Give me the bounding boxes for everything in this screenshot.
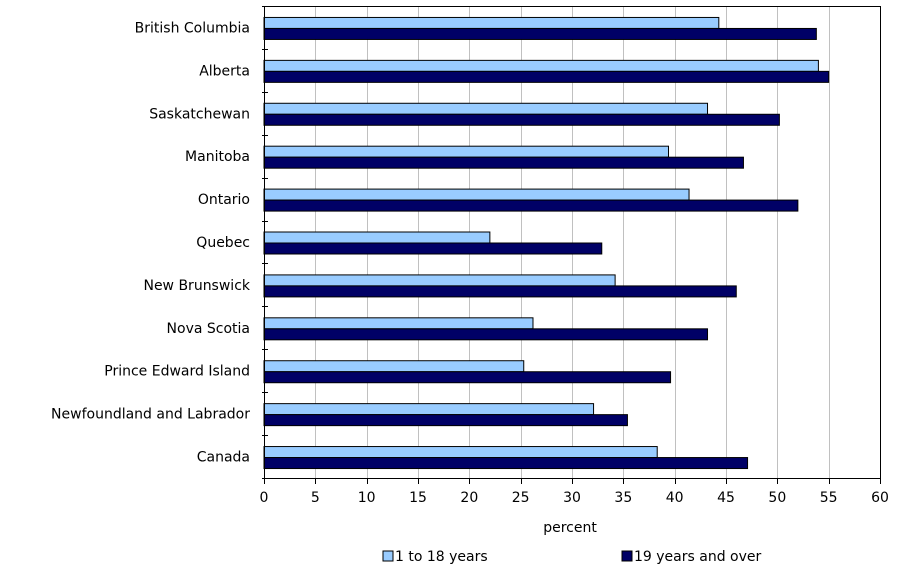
- x-tick-labels: 0 5 10 15 20 25 30 35 40 45 50 55 60: [260, 490, 889, 506]
- x-tick-label-5: 5: [311, 490, 320, 506]
- legend: 1 to 18 years 19 years and over: [382, 549, 761, 565]
- x-axis-title: percent: [543, 520, 597, 536]
- legend-swatch-19-years-and-over: [621, 550, 633, 562]
- bar-manitoba-19-years-and-over: [263, 156, 744, 169]
- x-tick-label-45: 45: [717, 490, 735, 506]
- x-tick-label-20: 20: [460, 490, 478, 506]
- category-label-quebec: Quebec: [196, 235, 250, 251]
- bar-ontario-19-years-and-over: [263, 199, 799, 212]
- bar-nova-scotia-19-years-and-over: [263, 328, 709, 341]
- bar-canada-19-years-and-over: [263, 457, 749, 470]
- bar-nova-scotia-1-to-18-years: [263, 317, 534, 330]
- category-label-nova-scotia: Nova Scotia: [167, 321, 250, 337]
- legend-label-1-to-18-years: 1 to 18 years: [395, 549, 488, 565]
- legend-swatch-1-to-18-years: [382, 550, 394, 562]
- bar-british-columbia-19-years-and-over: [263, 27, 817, 40]
- x-tick-label-60: 60: [871, 490, 889, 506]
- bar-saskatchewan-19-years-and-over: [263, 113, 780, 126]
- x-tick-label-10: 10: [358, 490, 376, 506]
- x-tick-label-55: 55: [820, 490, 838, 506]
- category-labels: British Columbia Alberta Saskatchewan Manit…: [51, 20, 251, 465]
- x-tick-label-25: 25: [512, 490, 530, 506]
- bar-canada-1-to-18-years: [263, 446, 658, 459]
- bar-prince-edward-island-19-years-and-over: [263, 371, 672, 384]
- category-label-ontario: Ontario: [198, 192, 250, 208]
- legend-label-19-years-and-over: 19 years and over: [634, 549, 761, 565]
- category-label-new-brunswick: New Brunswick: [143, 278, 250, 294]
- category-label-british-columbia: British Columbia: [135, 20, 250, 36]
- x-tick-label-0: 0: [260, 490, 269, 506]
- x-tick-label-15: 15: [409, 490, 427, 506]
- bar-alberta-1-to-18-years: [263, 59, 819, 72]
- x-tick-label-50: 50: [768, 490, 786, 506]
- x-tick-label-40: 40: [666, 490, 684, 506]
- bar-newfoundland-and-labrador-19-years-and-over: [263, 414, 628, 427]
- category-label-saskatchewan: Saskatchewan: [149, 106, 250, 122]
- bar-alberta-19-years-and-over: [263, 70, 830, 83]
- category-label-alberta: Alberta: [199, 63, 250, 79]
- bar-ontario-1-to-18-years: [263, 188, 690, 201]
- bar-prince-edward-island-1-to-18-years: [263, 360, 525, 373]
- x-tick-label-35: 35: [614, 490, 632, 506]
- x-tick-label-30: 30: [563, 490, 581, 506]
- axes: [262, 6, 881, 484]
- bar-british-columbia-1-to-18-years: [263, 16, 720, 29]
- bar-quebec-1-to-18-years: [263, 231, 491, 244]
- bar-saskatchewan-1-to-18-years: [263, 102, 709, 115]
- gridlines: [315, 6, 830, 478]
- bar-quebec-19-years-and-over: [263, 242, 603, 255]
- category-label-canada: Canada: [197, 450, 250, 466]
- bars: [263, 16, 830, 470]
- bar-new-brunswick-1-to-18-years: [263, 274, 616, 287]
- category-label-manitoba: Manitoba: [185, 149, 250, 165]
- category-label-prince-edward-island: Prince Edward Island: [104, 364, 250, 380]
- bar-new-brunswick-19-years-and-over: [263, 285, 737, 298]
- bar-manitoba-1-to-18-years: [263, 145, 670, 158]
- bar-newfoundland-and-labrador-1-to-18-years: [263, 403, 595, 416]
- category-label-newfoundland-and-labrador: Newfoundland and Labrador: [51, 407, 250, 423]
